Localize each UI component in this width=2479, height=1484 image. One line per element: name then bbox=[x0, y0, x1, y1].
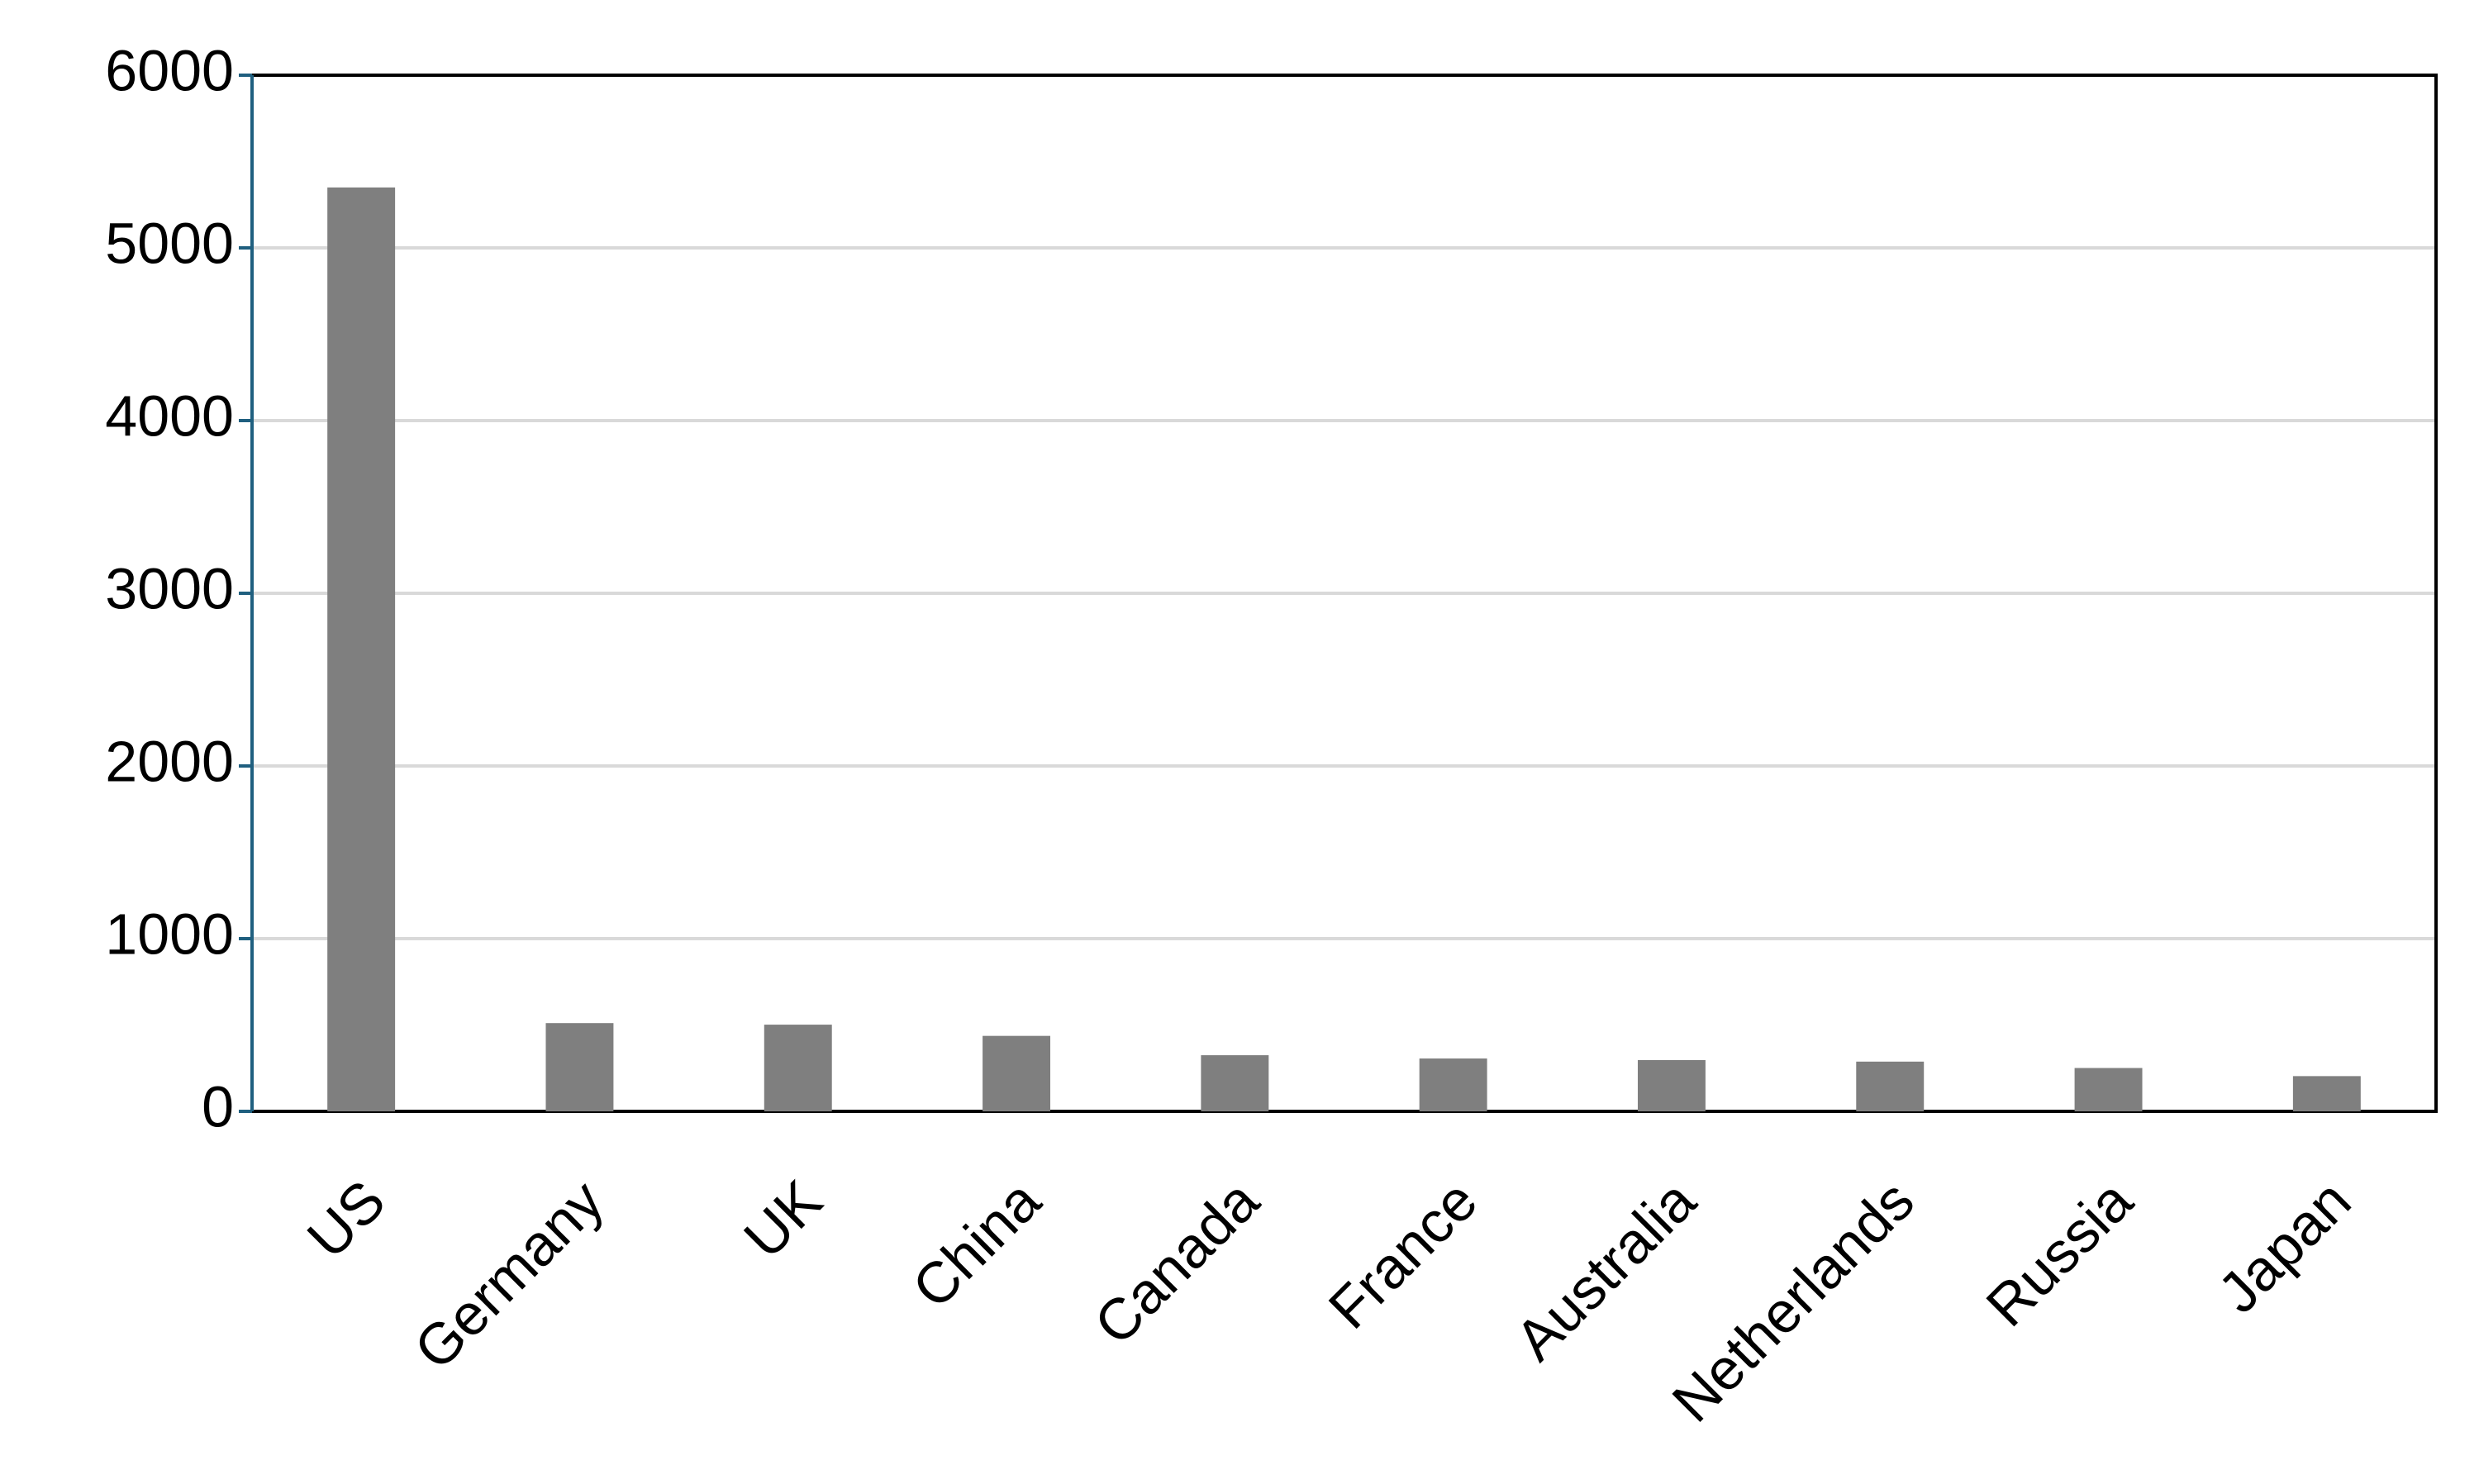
bar bbox=[1856, 1061, 1925, 1111]
bar bbox=[1637, 1059, 1706, 1111]
y-tick-label: 0 bbox=[202, 1074, 234, 1139]
bar bbox=[2292, 1076, 2361, 1111]
bar bbox=[764, 1025, 832, 1111]
y-tick-label: 2000 bbox=[105, 729, 234, 793]
x-tick-label: Russia bbox=[1974, 1168, 2144, 1338]
plot-frame bbox=[252, 74, 2438, 1113]
bar bbox=[1201, 1055, 1269, 1111]
x-tick-label: Japan bbox=[2206, 1168, 2363, 1325]
bar bbox=[327, 187, 396, 1112]
bar bbox=[2074, 1068, 2143, 1111]
x-tick-label: UK bbox=[732, 1168, 835, 1271]
y-tick-label: 6000 bbox=[105, 38, 234, 102]
x-tick-label: Germany bbox=[402, 1168, 616, 1382]
x-tick-label: China bbox=[900, 1168, 1053, 1320]
bar bbox=[983, 1035, 1051, 1111]
x-tick-label: Australia bbox=[1503, 1168, 1708, 1372]
y-tick-label: 3000 bbox=[105, 556, 234, 621]
y-tick-label: 1000 bbox=[105, 901, 234, 966]
bar bbox=[545, 1023, 614, 1111]
bar bbox=[1419, 1058, 1487, 1111]
y-tick-label: 5000 bbox=[105, 211, 234, 275]
y-tick-label: 4000 bbox=[105, 383, 234, 448]
x-tick-label: France bbox=[1316, 1168, 1489, 1341]
x-tick-label: US bbox=[295, 1168, 397, 1271]
x-tick-label: Canada bbox=[1082, 1168, 1271, 1357]
